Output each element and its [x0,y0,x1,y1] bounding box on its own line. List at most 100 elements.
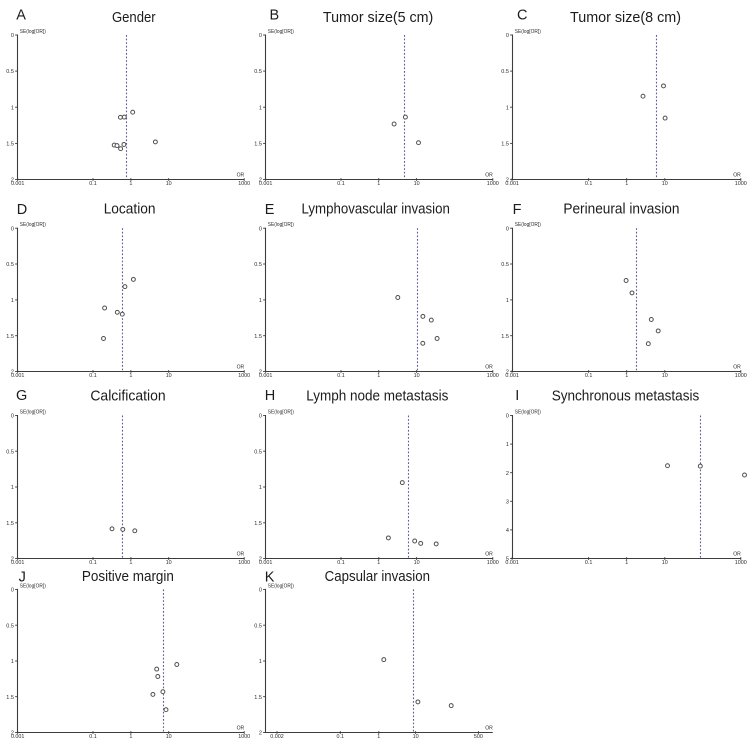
svg-text:0.1: 0.1 [337,181,345,187]
svg-text:OR: OR [733,173,741,179]
svg-text:10: 10 [166,373,172,379]
svg-text:0.1: 0.1 [89,181,97,187]
svg-text:0.1: 0.1 [89,734,97,740]
svg-text:0.001: 0.001 [505,373,519,379]
svg-text:1: 1 [259,298,262,304]
svg-text:1: 1 [259,105,262,111]
svg-text:1.5: 1.5 [501,142,509,148]
svg-text:1.5: 1.5 [6,142,14,148]
svg-text:OR: OR [485,365,493,371]
svg-text:1000: 1000 [238,734,250,740]
svg-text:0: 0 [259,33,262,39]
svg-text:10: 10 [414,373,420,379]
svg-text:1: 1 [129,734,132,740]
svg-text:OR: OR [485,173,493,179]
svg-text:0: 0 [259,226,262,232]
svg-text:2: 2 [11,370,14,376]
svg-text:Tumor size(8 cm): Tumor size(8 cm) [570,10,681,26]
svg-text:OR: OR [733,365,741,371]
svg-text:1: 1 [625,181,628,187]
svg-text:1: 1 [259,659,262,665]
svg-text:4: 4 [506,528,509,534]
svg-text:SE(log[OR]): SE(log[OR]) [20,409,46,415]
svg-text:SE(log[OR]): SE(log[OR]) [20,29,46,35]
svg-text:0.5: 0.5 [254,262,262,268]
svg-text:Gender: Gender [112,10,156,26]
svg-text:0: 0 [506,414,509,420]
svg-text:10: 10 [414,181,420,187]
svg-text:0.1: 0.1 [585,181,593,187]
svg-text:G: G [16,388,27,404]
svg-text:1000: 1000 [735,560,747,566]
svg-text:1: 1 [377,734,380,740]
svg-text:1: 1 [11,659,14,665]
svg-text:0.5: 0.5 [6,623,14,629]
svg-text:1000: 1000 [487,181,499,187]
svg-text:2: 2 [259,731,262,737]
svg-text:10: 10 [662,181,668,187]
svg-text:0.001: 0.001 [505,560,519,566]
svg-text:OR: OR [485,552,493,558]
svg-text:I: I [515,388,519,404]
svg-text:1.5: 1.5 [6,521,14,527]
svg-text:1.5: 1.5 [254,521,262,527]
svg-text:OR: OR [485,726,493,732]
svg-text:OR: OR [237,726,245,732]
svg-text:E: E [265,202,275,218]
svg-text:0: 0 [259,588,262,594]
svg-text:OR: OR [237,552,245,558]
svg-text:1.5: 1.5 [6,334,14,340]
svg-text:1: 1 [625,373,628,379]
svg-text:F: F [513,202,522,218]
svg-text:1: 1 [377,373,380,379]
svg-text:0.1: 0.1 [89,560,97,566]
svg-text:A: A [16,8,26,24]
svg-text:H: H [265,388,275,404]
svg-text:0.5: 0.5 [6,449,14,455]
svg-text:0.5: 0.5 [501,69,509,75]
svg-text:0: 0 [11,226,14,232]
svg-text:Location: Location [104,202,156,218]
svg-text:10: 10 [413,734,419,740]
svg-text:1: 1 [377,560,380,566]
svg-text:1.5: 1.5 [254,142,262,148]
svg-text:1: 1 [129,181,132,187]
svg-text:0.1: 0.1 [585,373,593,379]
svg-text:1000: 1000 [238,373,250,379]
svg-text:1: 1 [11,298,14,304]
svg-text:0.001: 0.001 [259,373,273,379]
svg-text:1000: 1000 [735,373,747,379]
svg-text:0: 0 [11,33,14,39]
svg-text:OR: OR [733,552,741,558]
svg-text:1: 1 [129,560,132,566]
svg-text:SE(log[OR]): SE(log[OR]) [515,222,541,228]
svg-text:1.5: 1.5 [6,695,14,701]
svg-text:1.5: 1.5 [254,334,262,340]
svg-text:Tumor size(5 cm): Tumor size(5 cm) [323,10,433,26]
svg-text:0.001: 0.001 [11,373,25,379]
svg-text:1: 1 [129,373,132,379]
svg-text:0.1: 0.1 [89,373,97,379]
svg-text:2: 2 [11,178,14,184]
svg-text:3: 3 [506,499,509,505]
svg-text:1: 1 [11,105,14,111]
svg-text:5: 5 [506,557,509,563]
svg-text:1000: 1000 [238,181,250,187]
svg-text:1: 1 [11,485,14,491]
svg-text:0.1: 0.1 [337,373,345,379]
svg-text:0.002: 0.002 [270,734,284,740]
svg-text:SE(log[OR]): SE(log[OR]) [268,29,294,35]
svg-text:0.1: 0.1 [337,560,345,566]
svg-text:0.1: 0.1 [337,734,345,740]
svg-text:0.001: 0.001 [11,734,25,740]
svg-text:Positive margin: Positive margin [82,569,174,585]
svg-text:SE(log[OR]): SE(log[OR]) [20,222,46,228]
svg-text:SE(log[OR]): SE(log[OR]) [268,583,294,589]
svg-text:SE(log[OR]): SE(log[OR]) [268,222,294,228]
svg-text:Lymph node metastasis: Lymph node metastasis [306,388,448,404]
svg-text:0.001: 0.001 [505,181,519,187]
svg-text:0.5: 0.5 [501,262,509,268]
svg-text:0.5: 0.5 [6,69,14,75]
svg-text:2: 2 [506,471,509,477]
svg-text:0.5: 0.5 [254,69,262,75]
